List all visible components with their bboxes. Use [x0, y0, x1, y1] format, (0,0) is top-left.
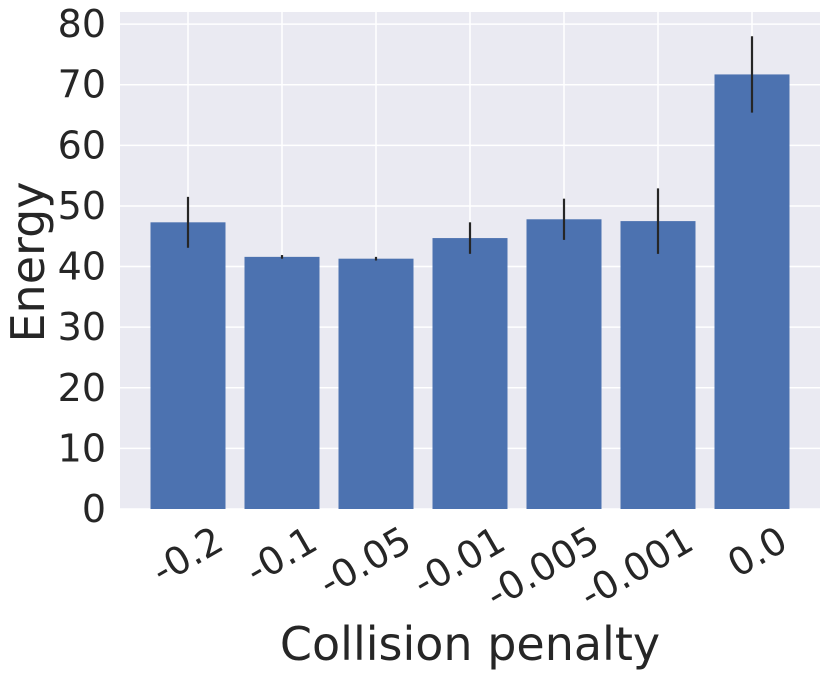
x-tick-label: -0.1 [238, 518, 324, 593]
bar [714, 74, 790, 510]
bar [620, 221, 696, 510]
error-bars [186, 36, 754, 261]
x-tick-label: -0.2 [144, 518, 230, 593]
bar [150, 222, 226, 509]
y-tick-label: 40 [58, 245, 106, 289]
y-tick-label: 60 [58, 123, 106, 167]
x-axis-label: Collision penalty [280, 617, 660, 671]
y-tick-label: 70 [58, 63, 106, 107]
y-tick-label: 80 [58, 2, 106, 46]
y-tick-label: 10 [58, 426, 106, 470]
bar [244, 256, 320, 509]
y-tick-label: 30 [58, 305, 106, 349]
y-tick-label: 20 [58, 366, 106, 410]
y-axis-label: Energy [1, 181, 55, 342]
bar [432, 238, 508, 509]
bars [150, 74, 790, 510]
bar [338, 258, 414, 509]
x-tick-label: 0.0 [720, 518, 794, 586]
bar [526, 219, 602, 509]
y-tick-label: 0 [82, 487, 106, 531]
y-tick-labels: 0 10 20 30 40 50 60 70 80 [58, 2, 106, 531]
y-tick-label: 50 [58, 184, 106, 228]
x-tick-label: -0.05 [311, 518, 418, 605]
x-tick-labels: -0.2 -0.1-0.05-0.01-0.005-0.001 0.0 [144, 518, 794, 617]
